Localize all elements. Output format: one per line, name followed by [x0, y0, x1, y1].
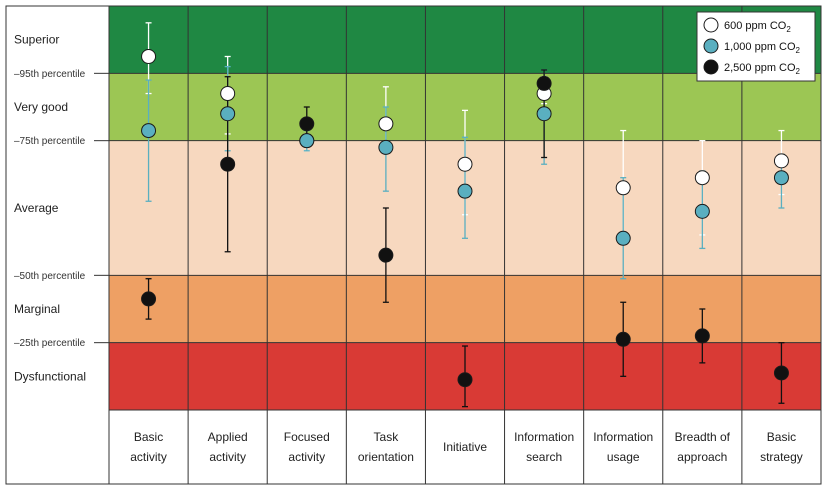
- category-label: Initiative: [443, 440, 487, 454]
- category-label: Breadth of approach: [675, 430, 731, 464]
- band-label: Superior: [14, 33, 59, 47]
- category-label: Information search: [514, 430, 574, 464]
- data-point: [378, 247, 394, 263]
- data-point: [615, 180, 631, 196]
- data-point: [220, 86, 236, 102]
- data-point: [457, 372, 473, 388]
- legend: 600 ppm CO2 1,000 ppm CO2 2,500 ppm CO2: [696, 11, 816, 82]
- threshold-label: –25th percentile: [14, 338, 86, 349]
- data-point: [220, 156, 236, 172]
- band-label: Average: [14, 201, 59, 215]
- category-label: Applied activity: [208, 430, 248, 464]
- band-label: Marginal: [14, 302, 60, 316]
- data-point: [378, 139, 394, 155]
- threshold-label: –50th percentile: [14, 271, 86, 282]
- data-point: [457, 183, 473, 199]
- data-point: [615, 331, 631, 347]
- legend-label: 2,500 ppm CO2: [724, 62, 801, 76]
- category-label: Focused activity: [284, 430, 330, 464]
- data-point: [773, 170, 789, 186]
- legend-marker: [703, 17, 719, 33]
- threshold-label: –75th percentile: [14, 136, 86, 147]
- legend-label: 600 ppm CO2: [724, 20, 791, 34]
- threshold-label: –95th percentile: [14, 69, 86, 80]
- data-point: [299, 116, 315, 132]
- data-point: [141, 49, 157, 64]
- data-point: [378, 116, 394, 132]
- data-point: [694, 203, 710, 219]
- data-point: [141, 123, 157, 139]
- data-point: [457, 156, 473, 172]
- category-label-layer: Basic activity Applied activity Focused activ…: [130, 430, 803, 464]
- legend-marker: [703, 38, 719, 54]
- data-point: [694, 328, 710, 344]
- band-marginal: [109, 275, 821, 343]
- data-point: [773, 365, 789, 381]
- legend-label: 1,000 ppm CO2: [724, 41, 801, 55]
- data-point: [141, 291, 157, 307]
- data-point: [536, 106, 552, 122]
- chart-frame: [5, 5, 822, 485]
- data-point: [694, 170, 710, 186]
- category-label: Basic strategy: [760, 430, 803, 464]
- data-point: [299, 133, 315, 149]
- threshold-label-layer: –25th percentile –50th percentile –75th pe…: [14, 69, 86, 349]
- band-label: Dysfunctional: [14, 369, 86, 383]
- band-label-layer: Dysfunctional Marginal Average Very good Sup…: [14, 33, 86, 384]
- category-label: Basic activity: [130, 430, 167, 464]
- band-label: Very good: [14, 100, 68, 114]
- category-label: Information usage: [593, 430, 653, 464]
- data-point: [615, 230, 631, 246]
- category-label: Task orientation: [358, 430, 414, 464]
- data-point: [773, 153, 789, 169]
- legend-marker: [703, 59, 719, 75]
- point-layer: [141, 49, 789, 388]
- data-point: [220, 106, 236, 122]
- data-point: [536, 75, 552, 91]
